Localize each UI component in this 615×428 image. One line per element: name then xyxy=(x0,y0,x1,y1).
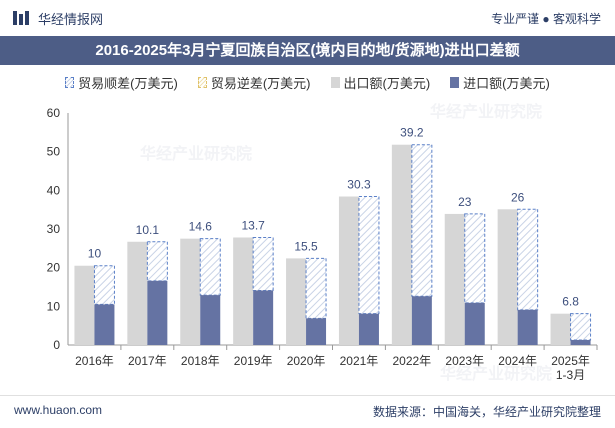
import-swatch-icon xyxy=(450,76,460,88)
surplus-bar xyxy=(305,257,327,319)
import-bar xyxy=(94,304,115,345)
legend-item-deficit: 贸易逆差(万美元) xyxy=(197,73,311,92)
surplus-bar xyxy=(146,241,168,282)
legend-item-export: 出口额(万美元) xyxy=(330,73,431,92)
x-tick-label: 2018年 xyxy=(181,354,220,368)
export-bar xyxy=(391,144,412,345)
huajing-logo-icon xyxy=(13,11,29,25)
brand-name: 华经情报网 xyxy=(38,11,104,27)
surplus-bar xyxy=(411,144,433,297)
y-tick-label: 50 xyxy=(47,145,61,159)
import-bar xyxy=(358,313,379,345)
import-bar xyxy=(570,339,591,345)
import-bar xyxy=(306,318,327,345)
legend-label-surplus: 贸易顺差(万美元) xyxy=(78,75,178,91)
x-tick-label: 2025年 xyxy=(551,354,590,368)
x-tick-label: 2019年 xyxy=(234,354,273,368)
import-bar xyxy=(147,280,168,345)
x-tick-label: 2020年 xyxy=(287,354,326,368)
export-bar xyxy=(286,258,307,345)
export-bar xyxy=(550,313,571,345)
surplus-bar xyxy=(517,208,539,311)
legend-item-surplus: 贸易顺差(万美元) xyxy=(65,73,178,92)
tagline: 专业严谨 ● 客观科学 xyxy=(491,12,601,26)
y-tick-label: 10 xyxy=(47,299,61,313)
surplus-data-label: 26 xyxy=(511,190,525,204)
surplus-data-label: 6.8 xyxy=(562,295,579,309)
surplus-data-label: 39.2 xyxy=(400,126,424,140)
bar-chart: 0 10 20 30 40 50 60 10 2016年 10.1 2017年 14.6 2018年 1… xyxy=(47,106,598,382)
surplus-data-label: 10.1 xyxy=(136,223,160,237)
x-tick-label: 2024年 xyxy=(498,354,537,368)
x-tick-label: 2022年 xyxy=(392,354,431,368)
surplus-data-label: 15.5 xyxy=(294,239,318,253)
surplus-data-label: 10 xyxy=(88,247,102,261)
export-swatch-icon xyxy=(330,76,340,88)
import-bar xyxy=(411,296,432,345)
legend-label-export: 出口额(万美元) xyxy=(343,75,431,91)
surplus-data-label: 14.6 xyxy=(189,220,213,234)
x-tick-label: 1-3月 xyxy=(556,368,585,382)
surplus-bar xyxy=(570,313,592,341)
surplus-data-label: 30.3 xyxy=(347,178,371,192)
export-bar xyxy=(497,209,518,345)
legend-item-import: 进口额(万美元) xyxy=(450,73,550,92)
chart-title: 2016-2025年3月宁夏回族自治区(境内目的地/货源地)进出口差额 xyxy=(0,36,615,65)
surplus-bar xyxy=(358,196,380,315)
import-bar xyxy=(517,309,538,345)
surplus-bar xyxy=(199,238,221,296)
surplus-data-label: 23 xyxy=(458,195,472,209)
top-bar: 华经情报网 专业严谨 ● 客观科学 xyxy=(0,0,615,36)
legend-label-import: 进口额(万美元) xyxy=(463,75,550,91)
brand: 华经情报网 xyxy=(12,9,103,27)
legend-label-deficit: 贸易逆差(万美元) xyxy=(210,75,311,91)
x-tick-label: 2016年 xyxy=(75,354,114,368)
chart-legend: 贸易顺差(万美元) 贸易逆差(万美元) 出口额(万美元) 进口额(万美元) xyxy=(0,70,615,94)
y-tick-label: 20 xyxy=(47,261,61,275)
footer-website: www.huaon.com xyxy=(14,403,103,417)
footer: www.huaon.com 数据来源：中国海关，华经产业研究院整理 xyxy=(0,395,615,428)
export-bar xyxy=(444,213,465,345)
x-tick-label: 2017年 xyxy=(128,354,167,368)
deficit-swatch-icon xyxy=(197,76,207,88)
footer-source: 数据来源：中国海关，华经产业研究院整理 xyxy=(372,405,601,419)
export-bar xyxy=(127,241,148,345)
export-bar xyxy=(233,237,254,345)
surplus-bar xyxy=(252,237,274,291)
y-tick-label: 0 xyxy=(53,338,60,352)
x-tick-label: 2021年 xyxy=(340,354,379,368)
y-tick-label: 30 xyxy=(47,222,61,236)
y-tick-label: 40 xyxy=(47,183,61,197)
export-bar xyxy=(180,238,201,345)
surplus-data-label: 13.7 xyxy=(241,219,265,233)
surplus-swatch-icon xyxy=(65,76,75,88)
y-tick-label: 60 xyxy=(47,106,61,120)
surplus-bar xyxy=(464,213,486,304)
surplus-bar xyxy=(93,265,115,305)
import-bar xyxy=(200,295,221,345)
export-bar xyxy=(74,265,95,345)
export-bar xyxy=(338,196,359,345)
import-bar xyxy=(464,302,485,345)
import-bar xyxy=(253,290,274,345)
x-tick-label: 2023年 xyxy=(445,354,484,368)
